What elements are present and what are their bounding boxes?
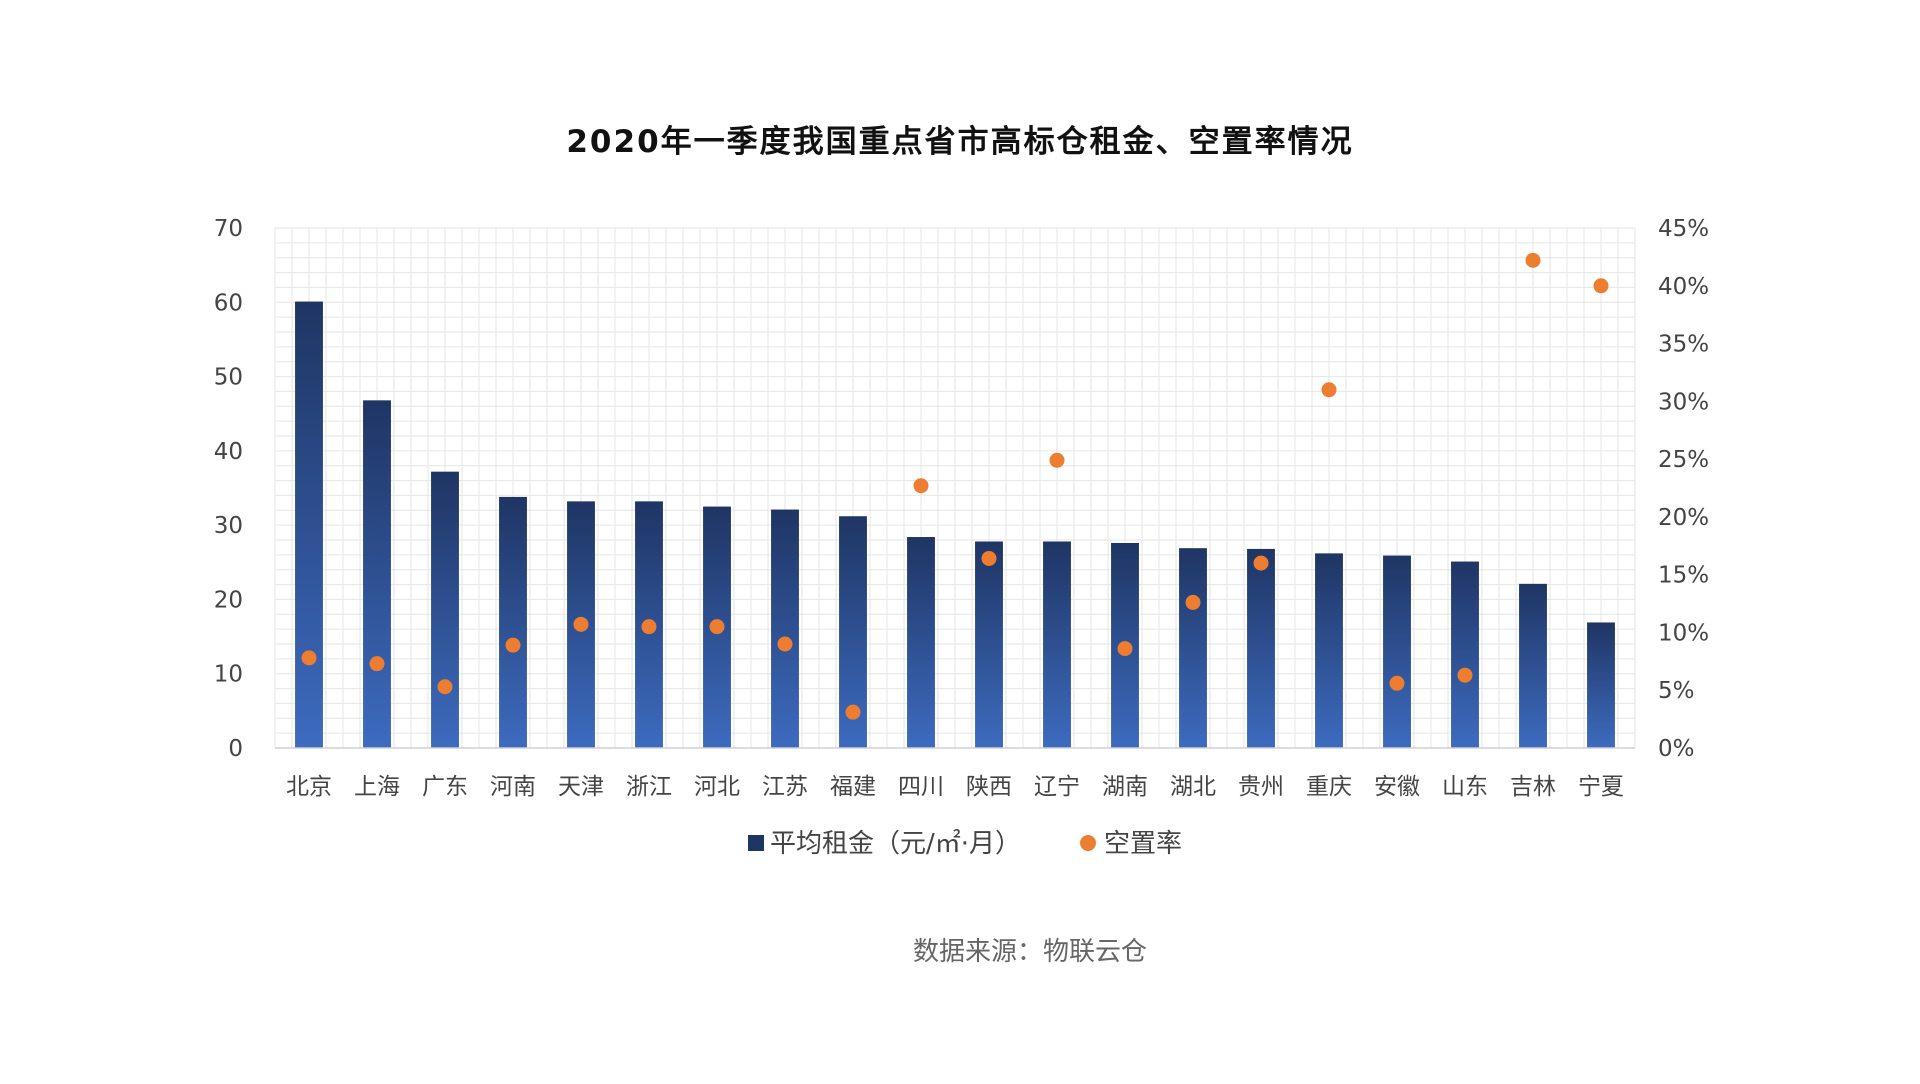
grid-lines [274, 227, 1636, 749]
y-right-tick-label: 15% [1658, 563, 1709, 589]
vacancy-dot-天津 [573, 616, 589, 632]
y-left-tick-label: 40 [214, 439, 243, 465]
x-tick-label: 吉林 [1510, 774, 1556, 800]
x-tick-label: 天津 [558, 774, 604, 800]
vacancy-dot-福建 [845, 704, 861, 720]
bar-山东 [1451, 561, 1479, 748]
vacancy-dot-宁夏 [1593, 278, 1609, 294]
y-right-tick-label: 0% [1658, 736, 1695, 762]
axes: 0 10 20 30 40 50 60 70 0% 5% 10% 15% 20% 25% 30% 35% 40%… [214, 216, 1709, 800]
bar-安徽 [1383, 555, 1411, 748]
bar-湖北 [1179, 548, 1207, 748]
vacancy-dot-安徽 [1389, 675, 1405, 691]
vacancy-dot-山东 [1457, 667, 1473, 683]
legend-label-rent: 平均租金（元/㎡·月） [770, 829, 1021, 859]
vacancy-dot-吉林 [1525, 252, 1541, 268]
x-tick-label: 河北 [694, 774, 740, 800]
x-tick-label: 辽宁 [1034, 774, 1080, 800]
y-right-tick-label: 25% [1658, 447, 1709, 473]
legend-swatch-rent [748, 835, 764, 851]
x-tick-label: 宁夏 [1578, 774, 1624, 800]
x-tick-label: 贵州 [1238, 774, 1284, 800]
x-tick-label: 重庆 [1306, 774, 1352, 800]
bar-陕西 [975, 541, 1003, 748]
vacancy-dot-上海 [369, 656, 385, 672]
vacancy-dot-广东 [437, 679, 453, 695]
y-left-tick-label: 20 [214, 587, 243, 613]
x-tick-label: 湖南 [1102, 774, 1148, 800]
vacancy-dot-辽宁 [1049, 452, 1065, 468]
vacancy-dot-四川 [913, 478, 929, 494]
bar-series [295, 301, 1615, 748]
bar-贵州 [1247, 548, 1275, 748]
bar-上海 [363, 400, 391, 748]
vacancy-dot-河北 [709, 619, 725, 635]
x-tick-label: 福建 [830, 774, 876, 800]
vacancy-dot-河南 [505, 637, 521, 653]
x-tick-label: 四川 [898, 774, 944, 800]
vacancy-dot-陕西 [981, 550, 997, 566]
chart-title: 2020年一季度我国重点省市高标仓租金、空置率情况 [566, 124, 1353, 160]
y-right-tick-label: 5% [1658, 678, 1695, 704]
vacancy-dot-重庆 [1321, 382, 1337, 398]
chart-source: 数据来源：物联云仓 [913, 937, 1147, 967]
y-left-tick-label: 60 [214, 290, 243, 316]
x-tick-label: 广东 [422, 774, 468, 800]
x-tick-label: 河南 [490, 774, 536, 800]
x-tick-label: 上海 [354, 774, 400, 800]
vacancy-dot-浙江 [641, 619, 657, 635]
x-tick-label: 江苏 [762, 774, 808, 800]
x-tick-label: 北京 [286, 774, 332, 800]
legend-label-vacancy: 空置率 [1104, 829, 1182, 859]
vacancy-dot-江苏 [777, 636, 793, 652]
bar-广东 [431, 471, 459, 748]
bar-四川 [907, 537, 935, 748]
y-right-tick-label: 35% [1658, 332, 1709, 358]
vacancy-dot-贵州 [1253, 555, 1269, 571]
legend: 平均租金（元/㎡·月） 空置率 [748, 829, 1182, 859]
y-left-tick-label: 10 [214, 662, 243, 688]
y-left-tick-label: 0 [228, 736, 243, 762]
x-tick-label: 湖北 [1170, 774, 1216, 800]
bar-江苏 [771, 509, 799, 748]
x-tick-label: 安徽 [1374, 774, 1420, 800]
y-left-tick-label: 70 [214, 216, 243, 242]
bar-宁夏 [1587, 622, 1615, 748]
bar-北京 [295, 301, 323, 748]
x-tick-label: 陕西 [966, 774, 1012, 800]
vacancy-dot-湖北 [1185, 594, 1201, 610]
x-tick-label: 山东 [1442, 774, 1488, 800]
vacancy-series [301, 252, 1609, 720]
y-right-tick-label: 30% [1658, 389, 1709, 415]
legend-swatch-vacancy [1080, 835, 1096, 851]
x-tick-label: 浙江 [626, 774, 672, 800]
y-left-tick-label: 50 [214, 365, 243, 391]
y-right-tick-label: 40% [1658, 274, 1709, 300]
bar-辽宁 [1043, 541, 1071, 748]
vacancy-dot-北京 [301, 650, 317, 666]
bar-重庆 [1315, 553, 1343, 748]
bar-河南 [499, 496, 527, 748]
bar-吉林 [1519, 583, 1547, 748]
y-right-tick-label: 10% [1658, 620, 1709, 646]
y-right-tick-label: 20% [1658, 505, 1709, 531]
vacancy-dot-湖南 [1117, 641, 1133, 657]
y-left-tick-label: 30 [214, 513, 243, 539]
y-right-tick-label: 45% [1658, 216, 1709, 242]
